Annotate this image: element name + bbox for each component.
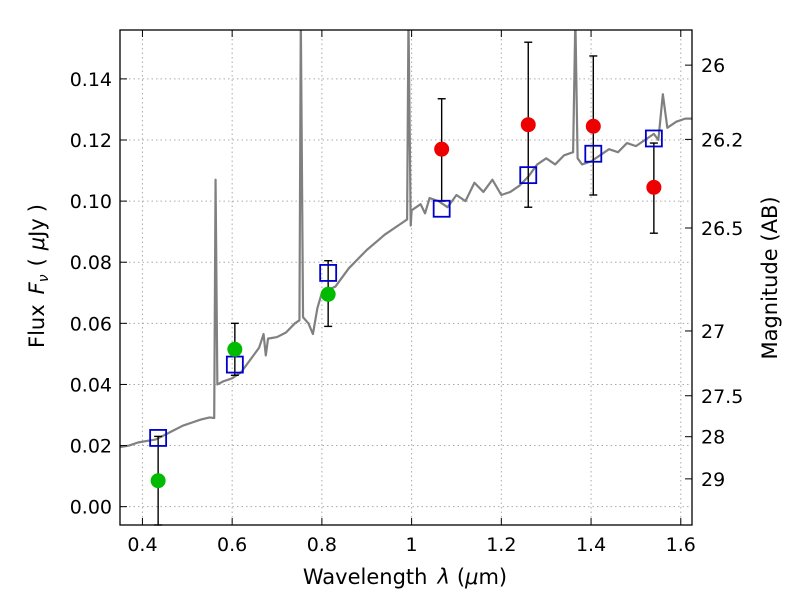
x-tick-label: 0.4	[127, 534, 157, 556]
x-tick-label: 1	[406, 534, 418, 556]
y-axis-label-subscript: ν	[36, 274, 52, 282]
y-tick-label: 0.10	[70, 191, 112, 213]
axis-ticks: 0.4 0.6 0.8 1 1.2 1.4 1.6 0.00 0.02 0.04 0.06 0.08 0…	[70, 30, 743, 556]
y-axis-label-unit-close: )	[25, 204, 49, 212]
y-tick-label: 0.12	[70, 130, 112, 152]
y-axis-label-unit-rest: Jy	[25, 218, 49, 239]
model-point	[644, 129, 663, 148]
y-tick-label: 0.14	[70, 69, 112, 91]
spectrum-series	[120, 30, 692, 449]
measured-photometry-series	[150, 117, 662, 489]
x-axis-label: Wavelength λ (μm)	[303, 565, 507, 589]
y-tick-label: 0.02	[70, 436, 112, 458]
data-point	[320, 286, 336, 302]
y-axis-label-unit-open: (	[25, 258, 49, 266]
model-point	[519, 166, 538, 185]
right-tick-label: 26	[701, 55, 725, 77]
right-tick-label: 29	[701, 469, 725, 491]
data-point	[646, 179, 662, 195]
x-tick-label: 1.2	[486, 534, 516, 556]
y-axis-label: Flux Fν ( μJy)	[25, 204, 52, 348]
model-point	[149, 429, 168, 447]
y-tick-label: 0.08	[70, 252, 112, 274]
data-point	[585, 118, 601, 134]
x-axis-label-lambda: λ	[436, 565, 449, 589]
model-point	[432, 199, 451, 218]
y-axis-label-unit-mu: μ	[25, 237, 49, 251]
y-tick-label: 0.00	[70, 497, 112, 519]
plot-frame	[119, 29, 693, 526]
model-photometry-series	[149, 129, 663, 447]
spectrum-line	[120, 30, 692, 449]
model-point	[584, 144, 603, 163]
right-tick-label: 27	[701, 321, 725, 343]
right-tick-label: 27.5	[701, 386, 743, 408]
data-point	[150, 473, 166, 489]
data-point	[520, 117, 536, 133]
right-axis-label: Magnitude (AB)	[758, 196, 782, 359]
data-point	[434, 141, 450, 157]
right-tick-label: 26.5	[701, 218, 743, 240]
x-axis-label-unit-rest: m)	[478, 565, 507, 589]
x-tick-label: 1.4	[576, 534, 606, 556]
y-tick-label: 0.06	[70, 313, 112, 335]
y-axis-label-symbol: F	[25, 281, 49, 294]
x-tick-label: 0.6	[217, 534, 247, 556]
model-point	[319, 264, 338, 282]
right-tick-label: 28	[701, 427, 725, 449]
y-axis-label-text: Flux	[25, 304, 49, 348]
y-tick-label: 0.04	[70, 374, 112, 396]
right-tick-label: 26.2	[701, 129, 743, 151]
x-axis-label-unit-open: (	[457, 565, 465, 589]
x-axis-label-text: Wavelength	[303, 565, 428, 589]
x-axis-label-unit-mu: μ	[464, 565, 478, 589]
x-tick-label: 0.8	[307, 534, 337, 556]
x-tick-label: 1.6	[666, 534, 696, 556]
data-point	[227, 341, 243, 357]
